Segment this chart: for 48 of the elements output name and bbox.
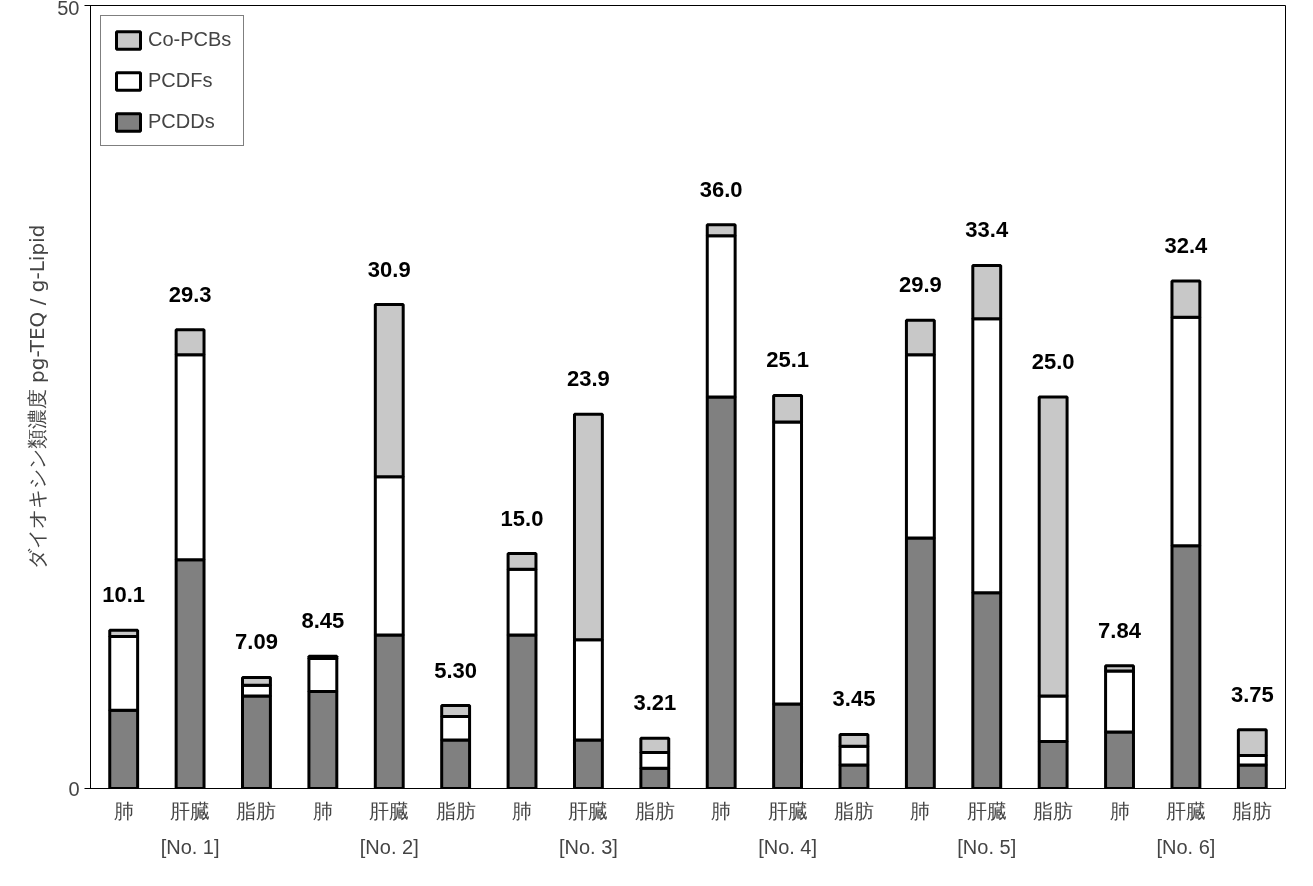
total-label: 29.9 [898,272,942,298]
x-tick-label: 肺 [1109,799,1130,822]
x-tick-label: 脂肪 [236,799,277,822]
x-tick-label: 肝臓 [369,799,410,822]
x-tick-label: 肺 [113,799,134,822]
x-tick-label: 脂肪 [1232,799,1273,822]
text: [No. 2] [359,835,419,858]
legend-label: Co-PCBs [148,28,232,51]
y-tick-label: 50 [57,0,80,19]
total-label: 25.0 [1031,349,1075,374]
total-label: 8.45 [301,608,345,634]
text: [No. 4] [758,835,818,858]
x-tick-label: 脂肪 [634,799,675,822]
x-tick-label: 肝臓 [767,799,808,822]
x-tick-label: 肝臓 [1165,799,1206,822]
total-label: 33.4 [965,217,1009,243]
x-tick-label: 脂肪 [435,799,476,822]
total-label: 29.3 [168,281,212,307]
text: [No. 3] [558,835,618,858]
total-label: 10.1 [102,582,146,608]
total-label: 36.0 [699,176,743,202]
total-label: 15.0 [500,505,544,531]
total-label: 23.9 [567,366,610,392]
text: [No. 5] [957,835,1017,858]
total-label: 5.30 [434,657,478,683]
total-label: 32.4 [1164,233,1209,259]
x-tick-label: 肺 [910,799,931,822]
x-tick-label: 肺 [312,799,333,822]
total-label: 7.84 [1098,617,1142,643]
text: [No. 1] [160,835,220,858]
x-tick-label: 肝臓 [568,799,609,822]
x-tick-label: 脂肪 [1033,799,1074,822]
text: [No. 6] [1156,835,1216,858]
x-tick-label: 脂肪 [833,799,874,822]
total-label: 7.09 [235,629,278,655]
total-label: 3.45 [832,686,876,712]
total-label: 25.1 [766,347,809,373]
legend-label: PCDDs [148,110,215,133]
x-tick-label: 肺 [512,799,533,822]
total-label: 30.9 [367,256,411,282]
x-tick-label: 肺 [711,799,732,822]
x-tick-label: 肝臓 [966,799,1007,822]
total-label: 3.75 [1230,681,1274,707]
total-label: 3.21 [633,690,677,716]
y-tick-label: 0 [68,777,80,800]
y-axis-title: ダイオキシン類濃度 pg-TEQ / g-Lipid [25,224,50,570]
x-tick-label: 肝臓 [170,799,211,822]
legend-label: PCDFs [148,69,213,92]
